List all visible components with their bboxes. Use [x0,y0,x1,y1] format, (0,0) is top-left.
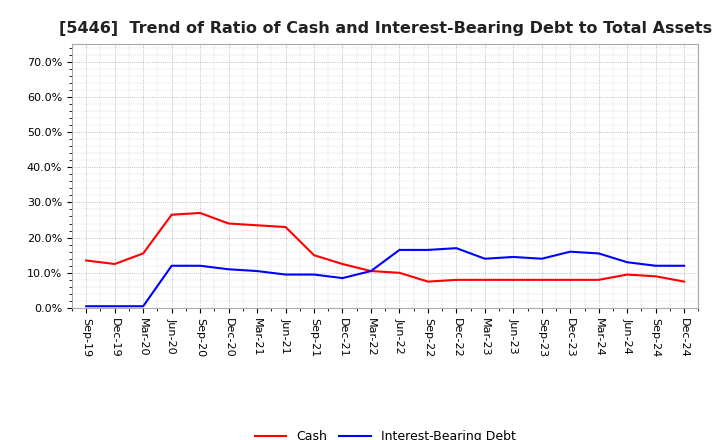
Line: Cash: Cash [86,213,684,282]
Interest-Bearing Debt [480,256,489,261]
Interest-Bearing Debt [366,268,375,274]
Cash [566,277,575,282]
Interest-Bearing Debt [282,272,290,277]
Interest-Bearing Debt [537,256,546,261]
Line: Interest-Bearing Debt: Interest-Bearing Debt [86,248,684,306]
Cash [623,272,631,277]
Cash [480,277,489,282]
Legend: Cash, Interest-Bearing Debt: Cash, Interest-Bearing Debt [250,425,521,440]
Cash [82,258,91,263]
Cash [652,274,660,279]
Cash [366,268,375,274]
Interest-Bearing Debt [82,304,91,309]
Cash [139,251,148,256]
Interest-Bearing Debt [509,254,518,260]
Cash [282,224,290,230]
Interest-Bearing Debt [680,263,688,268]
Interest-Bearing Debt [110,304,119,309]
Cash [338,261,347,267]
Interest-Bearing Debt [652,263,660,268]
Interest-Bearing Debt [452,246,461,251]
Interest-Bearing Debt [595,251,603,256]
Interest-Bearing Debt [253,268,261,274]
Interest-Bearing Debt [623,260,631,265]
Cash [423,279,432,284]
Interest-Bearing Debt [395,247,404,253]
Cash [196,210,204,216]
Interest-Bearing Debt [196,263,204,268]
Cash [167,212,176,217]
Cash [253,223,261,228]
Cash [110,261,119,267]
Cash [395,270,404,275]
Cash [225,221,233,226]
Title: [5446]  Trend of Ratio of Cash and Interest-Bearing Debt to Total Assets: [5446] Trend of Ratio of Cash and Intere… [58,21,712,36]
Cash [310,253,318,258]
Interest-Bearing Debt [139,304,148,309]
Interest-Bearing Debt [225,267,233,272]
Cash [680,279,688,284]
Cash [537,277,546,282]
Cash [595,277,603,282]
Interest-Bearing Debt [310,272,318,277]
Cash [452,277,461,282]
Interest-Bearing Debt [338,275,347,281]
Interest-Bearing Debt [566,249,575,254]
Cash [509,277,518,282]
Interest-Bearing Debt [167,263,176,268]
Interest-Bearing Debt [423,247,432,253]
